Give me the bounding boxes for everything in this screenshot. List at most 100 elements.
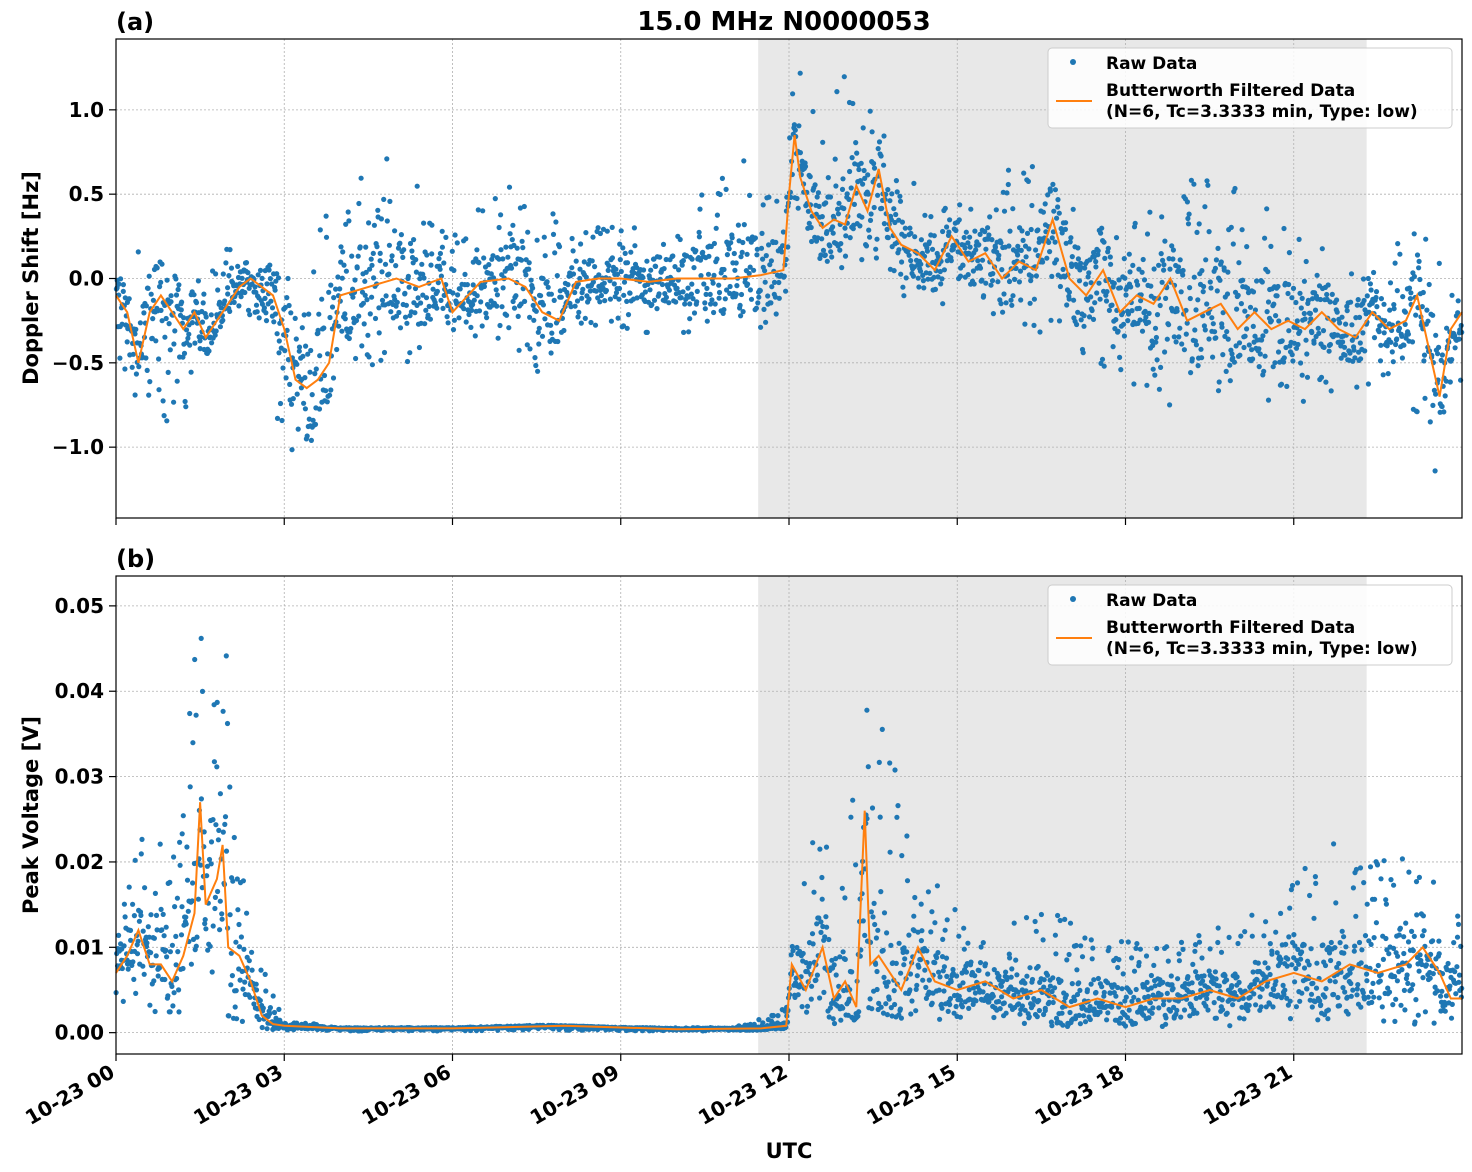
raw-data-point [1378, 342, 1384, 348]
raw-data-point [526, 260, 532, 266]
raw-data-point [818, 929, 824, 936]
raw-data-point [733, 291, 739, 297]
raw-data-point [691, 310, 698, 316]
raw-data-point [1099, 984, 1105, 990]
raw-data-point [1455, 298, 1461, 304]
raw-data-point [748, 296, 755, 302]
x-tick-label: 10-23 09 [526, 1060, 624, 1130]
raw-data-point [1430, 402, 1436, 408]
raw-data-point [1241, 1016, 1247, 1022]
raw-data-point [1270, 1004, 1276, 1010]
raw-data-point [476, 260, 482, 266]
raw-data-point [1097, 1009, 1103, 1015]
raw-data-point [1090, 945, 1096, 951]
raw-data-point [747, 192, 753, 198]
raw-data-point [578, 320, 584, 326]
raw-data-point [1050, 999, 1056, 1006]
raw-data-point [430, 286, 436, 292]
raw-data-point [561, 327, 567, 334]
raw-data-point [1259, 279, 1265, 285]
raw-data-point [1202, 327, 1208, 333]
raw-data-point [1360, 276, 1367, 282]
raw-data-point [1227, 1023, 1233, 1029]
raw-data-point [598, 292, 605, 299]
raw-data-point [1148, 283, 1154, 289]
raw-data-point [402, 314, 409, 320]
raw-data-point [172, 328, 178, 334]
raw-data-point [201, 291, 207, 297]
raw-data-point [215, 287, 221, 293]
raw-data-point [677, 236, 683, 243]
raw-data-point [607, 296, 614, 302]
raw-data-point [628, 249, 634, 255]
raw-data-point [542, 316, 548, 322]
raw-data-point [995, 279, 1001, 285]
raw-data-point [1162, 349, 1168, 355]
raw-data-point [806, 220, 812, 226]
raw-data-point [357, 244, 363, 250]
raw-data-point [371, 222, 377, 228]
raw-data-point [214, 699, 220, 706]
raw-data-point [1204, 991, 1210, 997]
raw-data-point [640, 274, 646, 281]
raw-data-point [515, 313, 521, 319]
raw-data-point [941, 964, 948, 970]
raw-data-point [977, 265, 984, 271]
raw-data-point [958, 997, 964, 1003]
raw-data-point [697, 257, 704, 263]
raw-data-point [856, 1009, 862, 1015]
raw-data-point [240, 878, 246, 884]
raw-data-point [577, 266, 583, 272]
raw-data-point [1231, 359, 1237, 365]
raw-data-point [1318, 374, 1325, 380]
raw-data-point [184, 844, 190, 850]
raw-data-point [816, 203, 822, 209]
raw-data-point [835, 211, 842, 217]
raw-data-point [212, 332, 218, 338]
raw-data-point [1273, 929, 1279, 935]
raw-data-point [908, 258, 914, 264]
raw-data-point [1358, 1004, 1364, 1010]
raw-data-point [1101, 363, 1107, 369]
legend-raw-marker [1070, 59, 1076, 65]
raw-data-point [153, 953, 159, 959]
raw-data-point [1040, 937, 1046, 943]
raw-data-point [1032, 918, 1038, 925]
raw-data-point [478, 299, 484, 305]
raw-data-point [423, 307, 429, 313]
raw-data-point [858, 160, 864, 166]
raw-data-point [920, 278, 927, 284]
raw-data-point [534, 237, 540, 243]
raw-data-point [1365, 275, 1371, 282]
raw-data-point [1276, 318, 1282, 324]
raw-data-point [1286, 328, 1292, 334]
raw-data-point [1341, 934, 1347, 940]
raw-data-point [379, 269, 385, 275]
raw-data-point [1313, 985, 1320, 991]
raw-data-point [232, 1004, 238, 1010]
raw-data-point [1066, 289, 1072, 295]
raw-data-point [1259, 337, 1265, 343]
raw-data-point [1414, 409, 1420, 415]
raw-data-point [1205, 182, 1211, 188]
raw-data-point [1299, 990, 1305, 996]
raw-data-point [1075, 309, 1081, 315]
raw-data-point [327, 392, 333, 398]
raw-data-point [372, 315, 379, 322]
raw-data-point [885, 979, 891, 985]
raw-data-point [1385, 985, 1391, 991]
raw-data-point [1207, 279, 1213, 285]
raw-data-point [849, 969, 855, 975]
raw-data-point [1063, 220, 1069, 226]
raw-data-point [321, 372, 328, 379]
raw-data-point [790, 948, 796, 954]
raw-data-point [249, 967, 255, 973]
raw-data-point [1315, 1017, 1321, 1023]
raw-data-point [1037, 329, 1043, 335]
raw-data-point [1371, 994, 1377, 1000]
raw-data-point [1145, 993, 1151, 1000]
raw-data-point [1104, 1017, 1110, 1023]
raw-data-point [382, 261, 389, 267]
raw-data-point [970, 268, 977, 274]
raw-data-point [848, 185, 854, 191]
